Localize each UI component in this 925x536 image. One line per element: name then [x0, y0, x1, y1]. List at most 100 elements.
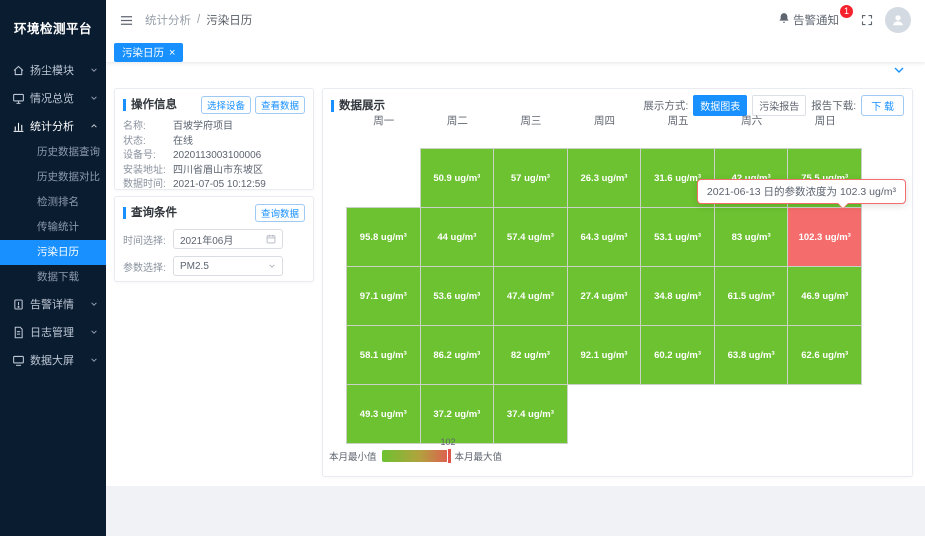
- calendar-cell[interactable]: 49.3 ug/m³: [346, 384, 421, 444]
- legend-max-label: 本月最大值: [454, 452, 503, 463]
- sidebar: 环境检测平台 扬尘模块情况总览统计分析历史数据查询 历史数据对比 检测排名传输统计污…: [0, 0, 106, 536]
- weekday-label: 周四: [593, 115, 615, 127]
- field-label: 设备号:: [123, 150, 156, 161]
- app-title: 环境检测平台: [13, 22, 92, 36]
- sidebar-subitem[interactable]: 历史数据查询: [37, 146, 100, 158]
- field-value: 2021-07-05 10:12:59: [173, 179, 266, 190]
- panel-title-operation-info: 操作信息: [123, 99, 177, 111]
- download-button[interactable]: 下 载: [861, 95, 904, 116]
- query-data-button[interactable]: 查询数据: [254, 204, 305, 222]
- calendar-icon: [266, 234, 276, 244]
- tab-label: 污染日历: [122, 47, 164, 59]
- time-select-input[interactable]: 2021年06月: [173, 229, 283, 249]
- calendar-cell[interactable]: 83 ug/m³: [713, 207, 789, 267]
- calendar-cell[interactable]: 47.4 ug/m³: [493, 266, 568, 326]
- data-display-panel: 数据展示 展示方式: 数据图表 污染报告 报告下载: 下 载 周一 周二 周三 周四周…: [322, 88, 913, 477]
- calendar-cell[interactable]: 44 ug/m³: [419, 207, 495, 267]
- calendar-cell[interactable]: 57.4 ug/m³: [493, 207, 568, 267]
- sidebar-subitem[interactable]: 检测排名: [37, 196, 79, 208]
- calendar-cell-empty: [787, 384, 862, 444]
- view-data-button[interactable]: 查看数据: [254, 96, 305, 114]
- chevron-down-icon: [90, 300, 98, 308]
- collapse-chevron-icon[interactable]: [893, 64, 905, 76]
- param-select-value: PM2.5: [180, 260, 209, 272]
- sidebar-subitem[interactable]: 数据下载: [37, 271, 79, 283]
- avatar[interactable]: [885, 7, 911, 33]
- calendar-cell[interactable]: 64.3 ug/m³: [566, 207, 642, 267]
- menu-collapse-icon[interactable]: [120, 14, 133, 27]
- field-label: 状态:: [123, 135, 146, 147]
- breadcrumb: 统计分析 / 污染日历: [145, 12, 252, 28]
- sidebar-item-4[interactable]: 告警详情: [0, 290, 106, 318]
- panel-title-query: 查询条件: [123, 207, 177, 219]
- close-tab-icon[interactable]: ×: [169, 46, 176, 59]
- calendar-cell[interactable]: 82 ug/m³: [493, 325, 568, 385]
- calendar-cell[interactable]: 86.2 ug/m³: [419, 325, 495, 385]
- notification-label: 告警通知: [793, 15, 839, 27]
- chevron-down-icon: [90, 66, 98, 74]
- sidebar-subitem[interactable]: 传输统计: [37, 221, 79, 233]
- sidebar-item-6[interactable]: 数据大屏: [0, 346, 106, 374]
- notification-button[interactable]: 告警通知 1: [778, 5, 853, 28]
- monitor-icon: [12, 92, 25, 105]
- chevron-up-icon: [90, 122, 98, 130]
- calendar-cell[interactable]: 63.8 ug/m³: [713, 325, 789, 385]
- calendar-cell[interactable]: 37.4 ug/m³: [493, 384, 568, 444]
- display-mode-label: 展示方式:: [643, 100, 689, 112]
- fullscreen-icon[interactable]: [861, 14, 873, 26]
- calendar-cell[interactable]: 27.4 ug/m³: [566, 266, 642, 326]
- bell-icon: [778, 12, 790, 24]
- main-content: 操作信息 选择设备 查看数据 名称: 百坡学府项目 状态: 在线 设备号: 2020113…: [106, 62, 925, 486]
- screen-icon: [12, 354, 25, 367]
- alert-icon: [12, 298, 25, 311]
- sidebar-item-label: 数据大屏: [30, 355, 74, 367]
- calendar-cell[interactable]: 61.5 ug/m³: [713, 266, 789, 326]
- calendar-cell[interactable]: 53.1 ug/m³: [640, 207, 715, 267]
- chevron-down-icon: [268, 262, 276, 270]
- mode-data-chart-button[interactable]: 数据图表: [693, 95, 748, 116]
- calendar-cell[interactable]: 57 ug/m³: [493, 148, 568, 208]
- calendar-cell[interactable]: 95.8 ug/m³: [346, 207, 421, 267]
- display-controls: 展示方式: 数据图表 污染报告 报告下载: 下 载: [643, 95, 904, 116]
- tab-bar: 污染日历 ×: [106, 40, 925, 62]
- legend-gradient-bar[interactable]: 102: [381, 437, 456, 464]
- calendar-cell[interactable]: 97.1 ug/m³: [346, 266, 421, 326]
- operation-info-panel: 操作信息 选择设备 查看数据 名称: 百坡学府项目 状态: 在线 设备号: 2020113…: [114, 88, 314, 190]
- calendar-cell[interactable]: 62.6 ug/m³: [787, 325, 862, 385]
- calendar-cell-empty: [714, 384, 789, 444]
- calendar-cell[interactable]: 92.1 ug/m³: [566, 325, 642, 385]
- breadcrumb-current: 污染日历: [206, 15, 253, 27]
- sidebar-item-5[interactable]: 日志管理: [0, 318, 106, 346]
- notification-badge: 1: [840, 5, 853, 18]
- sidebar-item-label: 情况总览: [30, 93, 74, 105]
- calendar-cell[interactable]: 102.3 ug/m³: [787, 207, 862, 267]
- home-icon: [12, 64, 25, 77]
- tab-pollution-calendar[interactable]: 污染日历 ×: [114, 43, 184, 62]
- weekday-label: 周三: [520, 115, 542, 127]
- calendar-cell[interactable]: 50.9 ug/m³: [419, 148, 495, 208]
- sidebar-menu: 扬尘模块情况总览统计分析历史数据查询 历史数据对比 检测排名传输统计污染日历数据下载…: [0, 56, 106, 374]
- field-value: 百坡学府项目: [173, 121, 233, 132]
- calendar-cell[interactable]: 37.2 ug/m³: [419, 384, 495, 444]
- calendar-cell[interactable]: 53.6 ug/m³: [419, 266, 495, 326]
- calendar-cell[interactable]: 26.3 ug/m³: [566, 148, 642, 208]
- calendar-cell[interactable]: 60.2 ug/m³: [640, 325, 715, 385]
- sidebar-item-1[interactable]: 扬尘模块: [0, 56, 106, 84]
- select-device-button[interactable]: 选择设备: [200, 96, 251, 114]
- calendar-cell[interactable]: 34.8 ug/m³: [640, 266, 715, 326]
- legend-slider-handle[interactable]: [446, 448, 452, 464]
- sidebar-subitem[interactable]: 污染日历: [0, 240, 106, 265]
- sidebar-item-2[interactable]: 情况总览: [0, 84, 106, 112]
- param-select[interactable]: PM2.5: [173, 256, 283, 276]
- mode-pollution-report-button[interactable]: 污染报告: [752, 95, 807, 116]
- sidebar-item-3[interactable]: 统计分析: [0, 112, 106, 140]
- weekday-header-row: 周一 周二 周三 周四 周五 周六 周日: [347, 113, 862, 128]
- field-label: 数据时间:: [123, 179, 166, 190]
- bottom-strip: [106, 486, 925, 536]
- sidebar-subitem[interactable]: 历史数据对比: [37, 171, 100, 183]
- topbar-actions: 告警通知 1: [778, 5, 911, 33]
- calendar-cell-empty: [640, 384, 715, 444]
- calendar-cell[interactable]: 58.1 ug/m³: [346, 325, 421, 385]
- calendar-cell[interactable]: 46.9 ug/m³: [787, 266, 862, 326]
